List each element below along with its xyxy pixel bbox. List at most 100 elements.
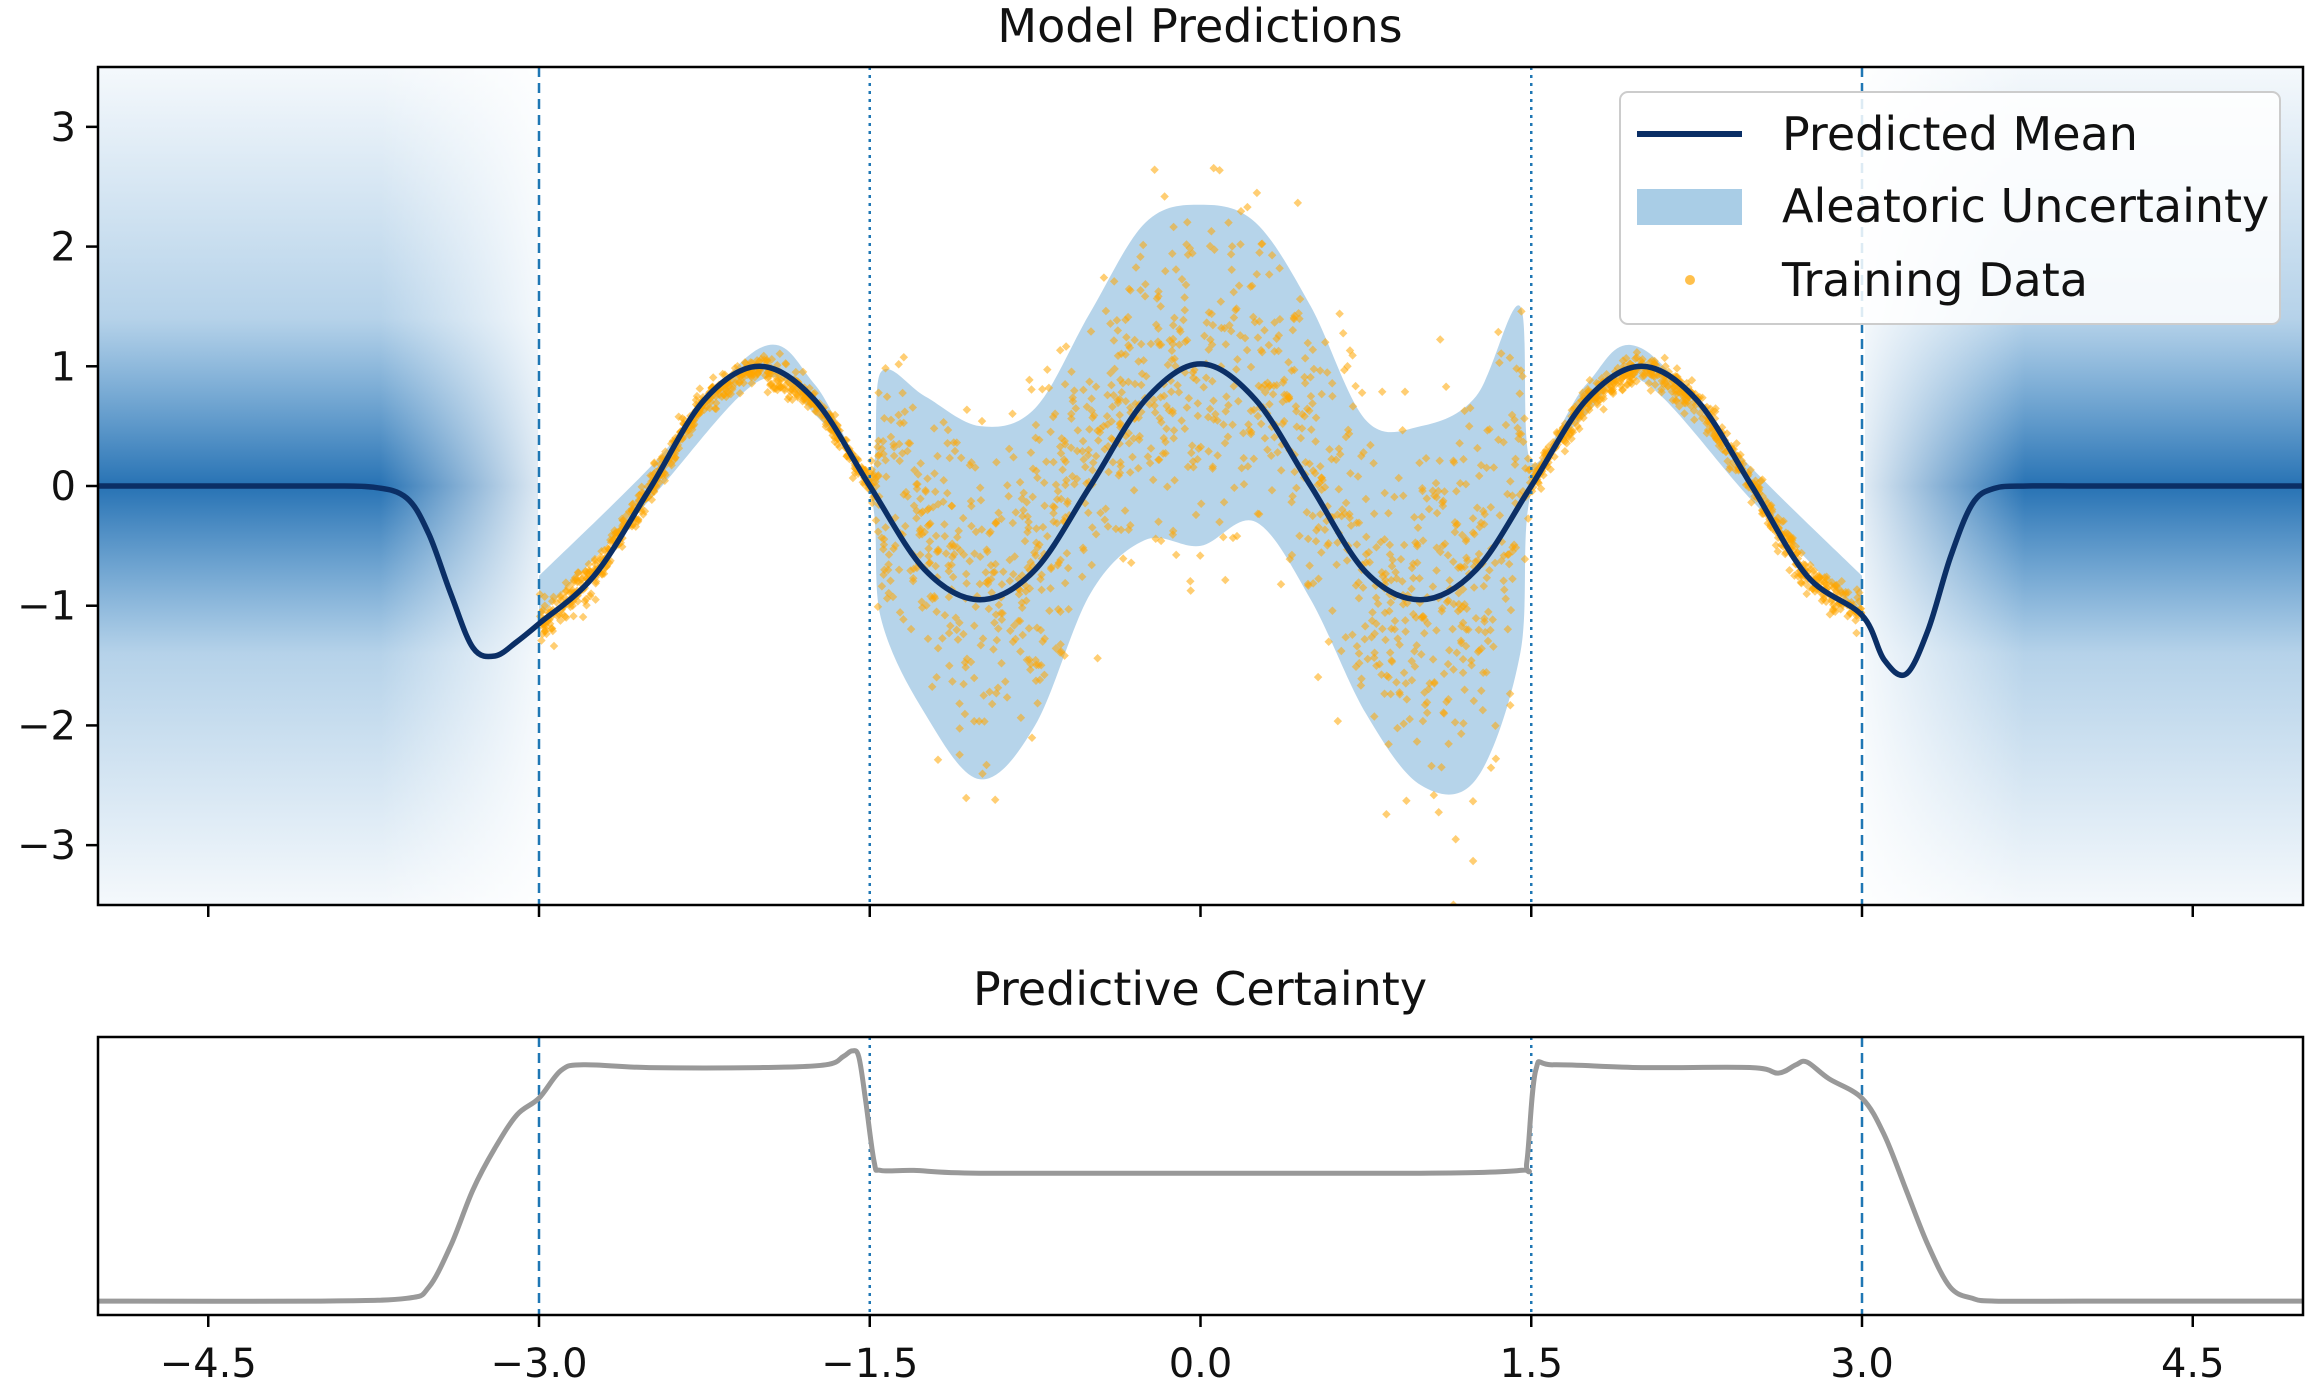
training-data-point [1134,464,1143,473]
training-data-point [1161,266,1170,276]
training-data-point [1169,426,1179,435]
training-data-point [1395,688,1404,697]
training-data-point [1358,583,1368,592]
training-data-point [1411,613,1421,622]
training-data-point [1149,395,1159,404]
training-data-point [1170,476,1179,485]
training-data-point [1796,578,1806,587]
training-data-point [1184,394,1194,403]
training-data-point [1392,678,1401,687]
training-data-point [1802,589,1811,599]
training-data-point [1332,560,1341,570]
training-data-point [1453,563,1463,573]
training-data-point [1136,339,1146,349]
y-tick-label: 1 [51,344,76,390]
training-data-point [1211,409,1220,419]
training-data-point [1203,412,1213,422]
training-data-point [917,597,926,607]
training-data-point [1385,550,1395,559]
training-data-point [1747,498,1756,507]
training-data-point [1368,608,1377,617]
training-data-point [1333,538,1342,547]
x-tick-label: −1.5 [821,1341,918,1387]
training-data-point [1401,616,1410,625]
training-data-point [994,600,1004,610]
training-data-point [1393,723,1402,733]
training-data-point [1434,807,1443,817]
training-data-point [1113,326,1123,335]
training-data-point [548,626,558,636]
training-data-point [1632,377,1641,386]
training-data-point [1219,532,1228,542]
training-data-point [812,407,822,416]
y-tick-label: −2 [17,703,76,749]
training-data-point [1022,655,1032,665]
training-data-point [1288,491,1297,501]
training-data-point [650,458,659,467]
training-data-point [1513,423,1522,433]
training-data-point [1428,582,1438,591]
training-data-point [1199,383,1208,392]
training-data-point [1380,535,1389,544]
training-data-point [1115,418,1125,428]
training-data-point [747,379,757,388]
training-data-point [1438,498,1447,507]
training-data-point [1410,647,1419,656]
training-data-point [1311,437,1320,446]
training-data-point [943,425,953,435]
training-data-point [1381,635,1390,645]
training-data-point [1101,306,1111,316]
training-data-point [1052,495,1062,504]
training-data-point [1186,586,1195,595]
training-data-point [1464,422,1474,431]
training-data-point [1449,599,1459,609]
training-data-point [1055,442,1065,451]
training-data-point [848,473,858,483]
training-data-point [1441,382,1451,392]
training-data-point [1305,459,1314,468]
training-data-point [766,379,776,388]
training-data-point [1064,605,1073,614]
training-data-point [1394,473,1403,483]
training-data-point [1158,449,1168,458]
training-data-point [1852,628,1861,638]
training-data-point [1095,424,1105,434]
training-data-point [1348,630,1357,639]
training-data-point [1103,390,1112,400]
training-data-point [990,795,1000,805]
training-data-point [881,456,890,465]
training-data-point [947,501,956,511]
training-data-point [1467,656,1476,665]
training-data-point [1398,577,1407,586]
training-data-point [1360,635,1369,644]
training-data-point [1412,558,1422,568]
training-data-point [939,475,948,485]
training-data-point [1115,410,1124,420]
training-data-point [1058,465,1067,475]
training-data-point [1042,457,1051,466]
training-data-point [880,413,889,423]
training-data-point [1204,447,1213,456]
training-data-point [894,565,904,575]
training-data-point [978,634,988,643]
training-data-point [1249,405,1259,415]
training-data-point [1273,448,1282,457]
training-data-point [1011,508,1021,517]
training-data-point [1315,366,1325,375]
training-data-point [671,453,680,462]
training-data-point [1451,834,1460,844]
training-data-point [710,404,720,413]
training-data-point [1122,332,1131,342]
training-data-point [1468,528,1478,537]
training-data-point [1490,558,1500,568]
training-data-point [1450,718,1460,727]
training-data-point [1434,486,1443,496]
training-data-point [1375,659,1384,669]
training-data-point [912,484,922,493]
training-data-point [569,611,578,621]
training-data-point [1459,719,1468,728]
training-data-point [1139,356,1148,365]
training-data-point [1317,389,1326,399]
training-data-point [763,387,772,397]
legend-mean-label: Predicted Mean [1782,107,2138,161]
